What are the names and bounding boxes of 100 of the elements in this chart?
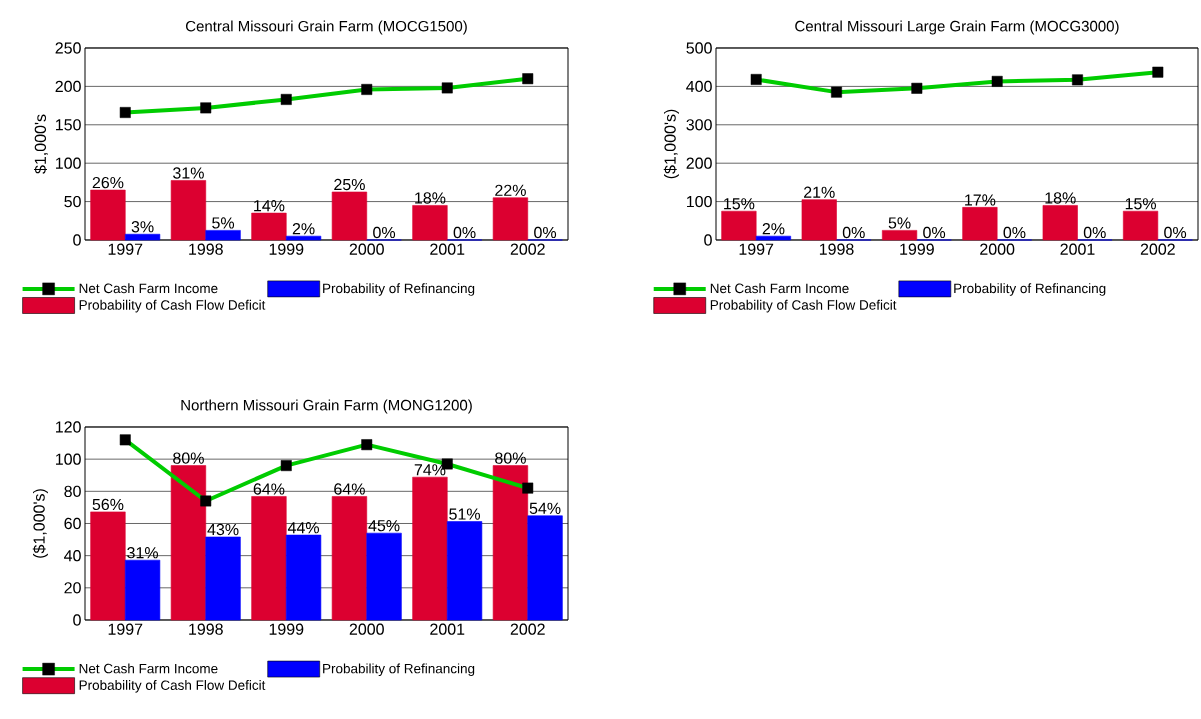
bar xyxy=(1123,210,1159,241)
data-label: 18% xyxy=(415,192,446,204)
y-tick-label: 100 xyxy=(687,195,712,208)
y-tick-label: 100 xyxy=(56,157,81,169)
bar xyxy=(882,230,918,241)
bar xyxy=(170,180,207,241)
y-axis-title: ($1,000's) xyxy=(32,489,48,558)
y-axis-title: ($1,000's) xyxy=(663,109,679,179)
data-label: 5% xyxy=(888,217,911,229)
y-tick-label: 400 xyxy=(686,80,712,93)
bar xyxy=(366,532,402,621)
y-tick-label: 80 xyxy=(64,485,81,497)
y-tick-label: 200 xyxy=(686,157,712,169)
bar xyxy=(331,191,368,241)
legend-label: Probability of Refinancing xyxy=(954,283,1106,296)
bar xyxy=(492,465,529,621)
y-tick-label: 20 xyxy=(64,582,81,594)
y-tick-label: 300 xyxy=(686,119,712,131)
bar xyxy=(1042,205,1078,241)
y-tick-label: 150 xyxy=(56,119,81,131)
data-label: 22% xyxy=(495,184,526,196)
x-tick-label: 2001 xyxy=(1060,243,1095,255)
y-tick-label: 0 xyxy=(704,234,712,246)
bar xyxy=(331,496,368,621)
data-label: 31% xyxy=(127,547,159,559)
y-tick-label: 40 xyxy=(64,549,81,562)
x-tick-label: 2000 xyxy=(349,243,384,255)
data-label: 5% xyxy=(212,217,235,229)
bar xyxy=(801,199,837,241)
legend-label: Probability of Refinancing xyxy=(323,283,475,296)
y-tick-label: 60 xyxy=(64,517,81,530)
chart-title: Central Missouri Large Grain Farm (MOCG3000) xyxy=(795,20,1119,35)
legend-label: Probability of Cash Flow Deficit xyxy=(79,299,266,313)
x-tick-label: 2000 xyxy=(980,243,1015,255)
y-tick-label: 0 xyxy=(73,614,81,626)
data-label: 0% xyxy=(1164,226,1187,239)
bar xyxy=(205,230,241,241)
data-label: 21% xyxy=(804,186,835,198)
x-tick-label: 1997 xyxy=(108,243,143,255)
data-label: 0% xyxy=(842,226,865,239)
bar xyxy=(251,496,287,621)
data-label: 0% xyxy=(453,226,476,239)
data-label: 64% xyxy=(253,483,285,495)
y-tick-label: 120 xyxy=(56,421,81,433)
data-label: 14% xyxy=(254,200,285,212)
data-label: 26% xyxy=(92,176,124,189)
data-label: 18% xyxy=(1045,192,1076,204)
legend-label: Net Cash Farm Income xyxy=(79,663,218,674)
bar xyxy=(170,465,207,621)
bar xyxy=(755,235,792,241)
legend-label: Net Cash Farm Income xyxy=(710,283,849,294)
y-tick-label: 100 xyxy=(56,453,81,465)
bar xyxy=(205,536,241,621)
legend-label: Net Cash Farm Income xyxy=(79,283,218,294)
x-tick-label: 2002 xyxy=(510,623,545,635)
x-tick-label: 1999 xyxy=(900,243,934,255)
y-axis-title: $1,000's xyxy=(34,114,48,174)
data-label: 54% xyxy=(529,502,561,514)
data-label: 80% xyxy=(173,452,204,464)
x-tick-label: 1998 xyxy=(189,623,223,635)
legend-label: Probability of Cash Flow Deficit xyxy=(79,680,266,693)
data-label: 17% xyxy=(965,194,996,206)
chart-title: Central Missouri Grain Farm (MOCG1500) xyxy=(185,20,467,35)
data-label: 15% xyxy=(724,198,755,210)
x-tick-label: 1997 xyxy=(739,243,774,255)
x-tick-label: 1998 xyxy=(819,243,854,255)
bar xyxy=(90,189,126,241)
y-tick-label: 0 xyxy=(73,234,81,246)
x-tick-label: 1997 xyxy=(108,623,143,635)
data-label: 0% xyxy=(1003,226,1026,239)
data-label: 0% xyxy=(373,226,396,239)
data-label: 56% xyxy=(92,498,124,511)
bar xyxy=(90,511,126,621)
data-label: 74% xyxy=(414,464,446,476)
data-label: 2% xyxy=(762,223,785,235)
data-label: 15% xyxy=(1125,198,1157,210)
bar xyxy=(962,207,998,241)
bar xyxy=(412,205,448,241)
x-tick-label: 2001 xyxy=(430,623,465,635)
data-label: 25% xyxy=(334,178,365,191)
chart-title: Northern Missouri Grain Farm (MONG1200) xyxy=(181,399,472,414)
data-label: 0% xyxy=(923,226,946,239)
data-label: 44% xyxy=(287,522,320,534)
data-label: 0% xyxy=(1083,226,1106,239)
x-tick-label: 1998 xyxy=(189,243,223,255)
data-label: 0% xyxy=(534,226,557,239)
x-tick-label: 2002 xyxy=(510,243,545,255)
x-tick-label: 1999 xyxy=(269,243,304,255)
y-tick-label: 500 xyxy=(686,42,712,54)
bar xyxy=(285,235,322,241)
bar xyxy=(124,559,161,621)
y-tick-label: 200 xyxy=(55,80,81,93)
data-label: 31% xyxy=(173,167,204,179)
x-tick-label: 2000 xyxy=(349,623,384,635)
bar xyxy=(721,210,757,241)
data-label: 3% xyxy=(131,221,154,233)
x-tick-label: 2002 xyxy=(1140,243,1175,255)
y-tick-label: 250 xyxy=(55,42,81,54)
data-label: 64% xyxy=(334,483,365,495)
x-tick-label: 1999 xyxy=(269,623,304,635)
